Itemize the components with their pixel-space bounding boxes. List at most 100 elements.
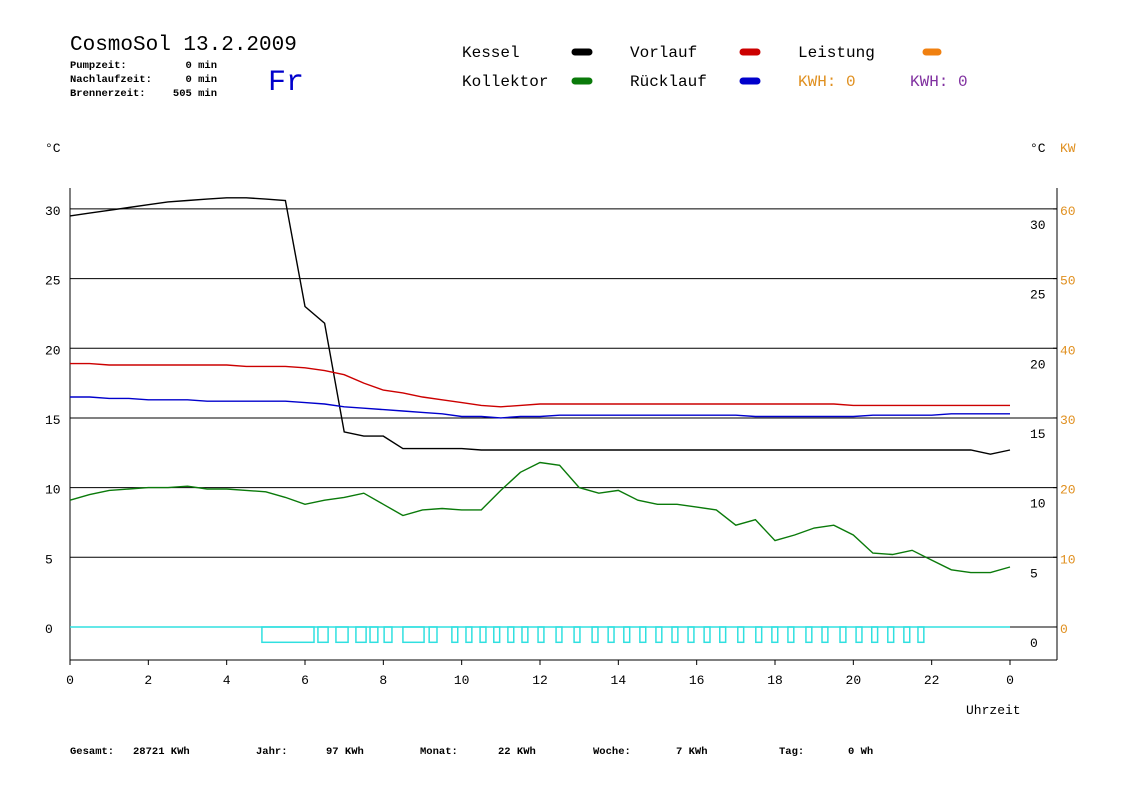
footer-value: 7 KWh <box>676 746 708 758</box>
footer-label: Monat: <box>420 746 458 758</box>
legend-label: Leistung <box>798 44 875 62</box>
pump-pulse <box>821 626 829 644</box>
pump-pulse <box>805 626 813 644</box>
y2-tick-label: 20 <box>1030 357 1046 372</box>
pump-pulse <box>591 626 599 644</box>
y2-tick-label: 20 <box>1060 483 1076 498</box>
pump-pulse <box>771 626 779 644</box>
pump-pulse <box>787 626 795 644</box>
legend-label: Kessel <box>462 44 520 62</box>
pump-pulse <box>607 626 615 644</box>
y2-tick-label: 5 <box>1030 566 1038 581</box>
y2-tick-label: 25 <box>1030 288 1046 303</box>
y-tick-label: 25 <box>45 274 61 289</box>
pump-pulse <box>903 626 911 644</box>
y2-label: °C <box>1030 141 1046 156</box>
pump-pulse <box>428 626 438 644</box>
y2-tick-label: 40 <box>1060 343 1076 358</box>
pump-pulse <box>573 626 581 644</box>
y-tick-label: 0 <box>45 622 53 637</box>
pump-pulse <box>639 626 647 644</box>
pump-pulse <box>479 626 487 644</box>
pump-pulse <box>261 626 315 644</box>
pump-pulse <box>870 626 879 644</box>
pump-pulse <box>687 626 695 644</box>
legend-label: Rücklauf <box>630 73 707 91</box>
footer-value: 0 Wh <box>848 746 873 758</box>
stat-value: 505 min <box>173 88 217 100</box>
pump-pulse <box>855 626 863 644</box>
y-tick-label: 20 <box>45 343 61 358</box>
pump-pulse <box>355 626 367 644</box>
y2-tick-label: 30 <box>1060 413 1076 428</box>
legend-label: Kollektor <box>462 73 548 91</box>
x-tick-label: 2 <box>144 673 152 688</box>
x-tick-label: 0 <box>1006 673 1014 688</box>
stat-label: Nachlaufzeit: <box>70 74 152 86</box>
footer-label: Tag: <box>779 746 804 758</box>
footer-label: Woche: <box>593 746 631 758</box>
stat-label: Pumpzeit: <box>70 60 127 72</box>
pump-pulse <box>383 626 393 644</box>
pump-pulse <box>521 626 529 644</box>
series-line <box>69 197 1011 455</box>
x-tick-label: 14 <box>611 673 627 688</box>
x-tick-label: 10 <box>454 673 470 688</box>
pump-pulse <box>369 626 379 644</box>
pump-pulse <box>451 626 459 644</box>
x-tick-label: 6 <box>301 673 309 688</box>
x-tick-label: 4 <box>223 673 231 688</box>
x-tick-label: 18 <box>767 673 783 688</box>
pump-pulse <box>917 626 925 644</box>
y2-tick-label: 10 <box>1060 552 1076 567</box>
pump-pulse <box>719 626 727 644</box>
x-label: Uhrzeit <box>966 703 1021 718</box>
pump-pulse <box>465 626 473 644</box>
day: Fr <box>268 66 304 100</box>
pump-pulse <box>335 626 349 644</box>
kwh-label: KWH: 0 <box>910 73 968 91</box>
stat-value: 0 min <box>185 60 217 72</box>
x-tick-label: 8 <box>379 673 387 688</box>
y2-tick-label: 30 <box>1030 218 1046 233</box>
pump-pulse <box>402 626 425 644</box>
series-line <box>70 396 1010 419</box>
kwh-label: KWH: 0 <box>798 73 856 91</box>
series-line <box>70 362 1010 408</box>
y2-tick-label: 0 <box>1030 636 1038 651</box>
pump-pulse <box>703 626 711 644</box>
x-tick-label: 12 <box>532 673 548 688</box>
pump-pulse <box>493 626 501 644</box>
y-tick-label: 5 <box>45 552 53 567</box>
footer-value: 97 KWh <box>326 746 364 758</box>
y2-tick-label: 0 <box>1060 622 1068 637</box>
pump-pulse <box>317 626 329 644</box>
y-tick-label: 15 <box>45 413 61 428</box>
pump-pulse <box>671 626 679 644</box>
pump-pulse <box>507 626 515 644</box>
footer-value: 22 KWh <box>498 746 536 758</box>
y2-tick-label: 15 <box>1030 427 1046 442</box>
series-line <box>69 461 1011 574</box>
pump-pulse <box>655 626 663 644</box>
x-tick-label: 16 <box>689 673 705 688</box>
pump-pulse <box>623 626 631 644</box>
pump-pulse <box>839 626 847 644</box>
y2-tick-label: 60 <box>1060 204 1076 219</box>
pump-pulse <box>555 626 563 644</box>
footer-value: 28721 KWh <box>133 746 190 758</box>
stat-value: 0 min <box>185 74 217 86</box>
y-label: °C <box>45 141 61 156</box>
x-tick-label: 0 <box>66 673 74 688</box>
footer-label: Jahr: <box>256 746 288 758</box>
pump-pulse <box>755 626 763 644</box>
x-tick-label: 20 <box>846 673 862 688</box>
y-tick-label: 30 <box>45 204 61 219</box>
y2-unit: KW <box>1060 141 1076 156</box>
legend-label: Vorlauf <box>630 44 697 62</box>
footer-label: Gesamt: <box>70 746 114 758</box>
title: CosmoSol 13.2.2009 <box>70 34 297 57</box>
pump-pulse <box>887 626 895 644</box>
y2-tick-label: 50 <box>1060 274 1076 289</box>
